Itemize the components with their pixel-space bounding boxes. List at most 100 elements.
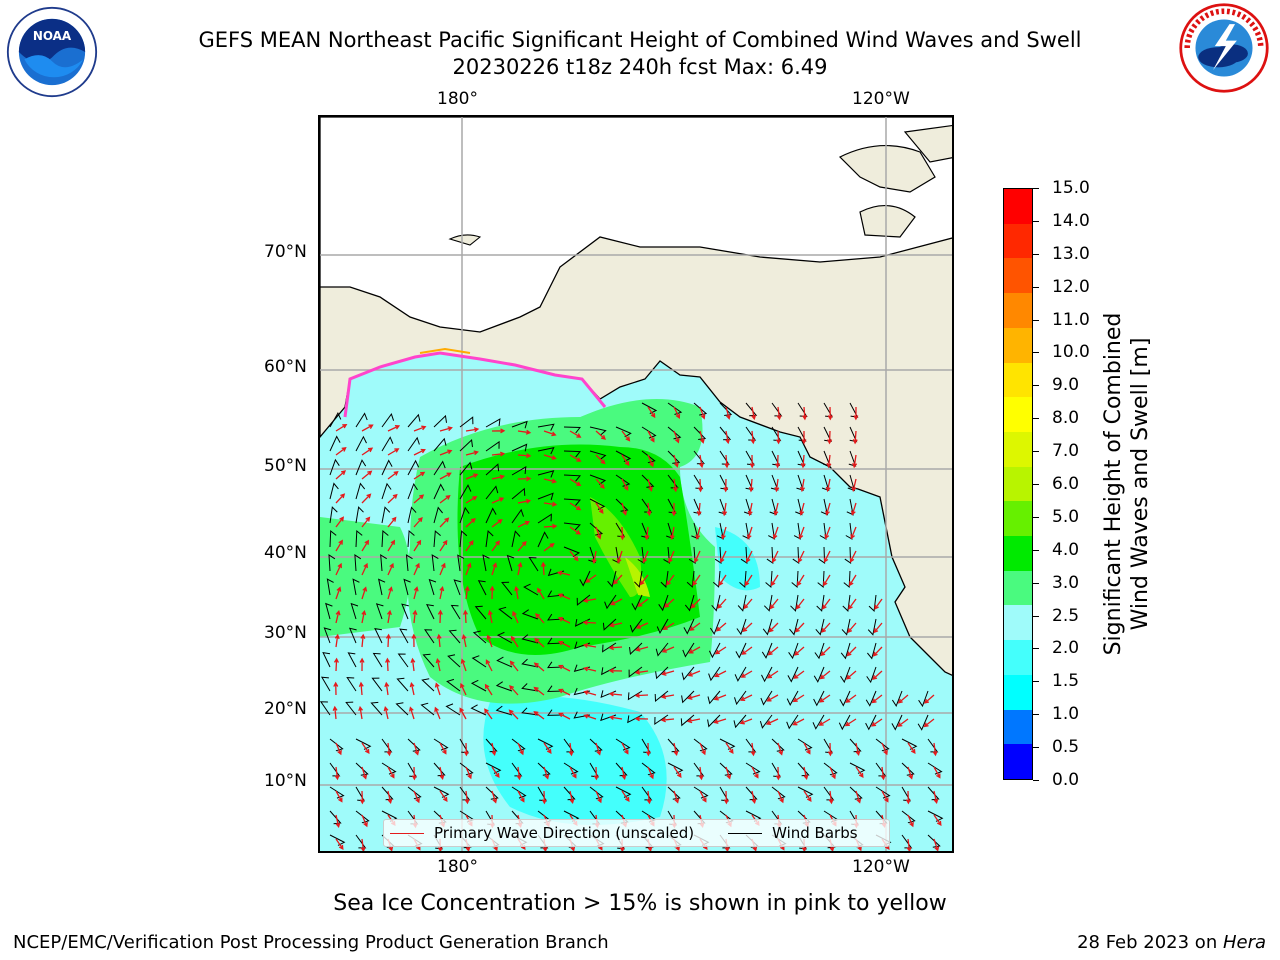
wave-arrow bbox=[635, 622, 649, 629]
wave-arrow bbox=[765, 718, 779, 725]
colorbar-tick-label: 2.5 bbox=[1052, 605, 1080, 626]
wind-barb bbox=[576, 594, 591, 606]
wave-arrow bbox=[465, 766, 472, 780]
colorbar-tick-label: 4.0 bbox=[1052, 539, 1080, 560]
wave-arrow bbox=[673, 406, 681, 420]
wave-arrow bbox=[771, 550, 779, 564]
wind-barb bbox=[433, 506, 443, 524]
wave-arrow bbox=[750, 742, 756, 757]
colorbar-tick-mark bbox=[1033, 648, 1039, 650]
wave-arrow bbox=[509, 684, 519, 696]
wind-barb bbox=[667, 426, 682, 440]
wave-arrow bbox=[848, 598, 857, 610]
lat-label-70n: 70°N bbox=[264, 242, 307, 262]
wave-arrow bbox=[852, 454, 858, 469]
colorbar-segment bbox=[1004, 570, 1032, 606]
wave-arrow bbox=[725, 742, 734, 755]
footer-date-text: 28 Feb 2023 on bbox=[1077, 932, 1223, 953]
wind-barb bbox=[405, 554, 413, 572]
wave-arrow bbox=[795, 598, 805, 610]
wave-arrow bbox=[688, 646, 701, 654]
wave-arrow bbox=[852, 430, 858, 445]
wave-arrow bbox=[484, 683, 493, 696]
wave-arrow bbox=[533, 686, 545, 696]
wind-barb bbox=[407, 413, 421, 428]
wave-arrow bbox=[907, 766, 914, 780]
wind-barb bbox=[355, 762, 369, 776]
wind-barb bbox=[459, 484, 472, 500]
wind-barb bbox=[589, 738, 603, 752]
wind-barb bbox=[680, 714, 695, 727]
colorbar-tick-mark bbox=[1033, 286, 1039, 288]
wind-barb bbox=[629, 618, 643, 633]
wave-arrow bbox=[906, 838, 912, 851]
wind-barb bbox=[789, 618, 799, 636]
wave-arrow bbox=[585, 574, 597, 583]
wind-barb bbox=[849, 738, 862, 753]
wave-arrow bbox=[591, 550, 597, 565]
wind-barb bbox=[793, 522, 801, 540]
wave-arrow bbox=[489, 585, 495, 600]
wave-arrow bbox=[803, 766, 809, 781]
wind-barb bbox=[688, 546, 696, 564]
wind-barb bbox=[615, 426, 632, 438]
wave-arrow bbox=[413, 562, 420, 576]
wind-barb bbox=[813, 666, 825, 683]
wave-arrow bbox=[613, 574, 623, 585]
wave-arrow bbox=[621, 430, 631, 442]
wave-arrow bbox=[439, 539, 448, 552]
chart-subtitle: 20230226 t18z 240h fcst Max: 6.49 bbox=[452, 55, 828, 79]
wave-arrow bbox=[845, 670, 857, 680]
wave-arrow bbox=[767, 646, 779, 656]
wind-barb bbox=[589, 426, 607, 436]
wave-arrow bbox=[593, 766, 599, 781]
wave-arrow bbox=[775, 766, 781, 781]
wave-arrow bbox=[610, 598, 623, 606]
wave-arrow bbox=[851, 478, 857, 493]
wave-arrow bbox=[687, 694, 701, 700]
wind-barb bbox=[734, 690, 747, 706]
wave-arrow bbox=[517, 520, 531, 528]
wind-barb bbox=[615, 762, 628, 777]
wind-barb bbox=[602, 618, 617, 631]
wind-barb bbox=[817, 570, 825, 589]
colorbar-segment bbox=[1004, 674, 1032, 710]
wave-arrow bbox=[933, 790, 939, 805]
wave-arrow bbox=[517, 742, 524, 756]
wave-arrow bbox=[690, 598, 701, 609]
wave-arrow bbox=[822, 574, 831, 587]
wind-barb bbox=[537, 762, 551, 776]
wave-arrow bbox=[583, 690, 597, 696]
wind-barb bbox=[739, 570, 747, 589]
wind-barb bbox=[634, 570, 643, 588]
wind-barb bbox=[602, 642, 617, 653]
wind-barb bbox=[745, 402, 758, 417]
wave-arrow bbox=[740, 670, 753, 678]
lat-label-40n: 40°N bbox=[264, 543, 307, 563]
colorbar-tick-label: 13.0 bbox=[1052, 243, 1090, 264]
wave-arrow bbox=[361, 424, 374, 432]
wave-arrow bbox=[699, 406, 706, 420]
wind-barb bbox=[684, 594, 695, 612]
wave-arrow bbox=[595, 526, 602, 540]
wind-barb bbox=[329, 810, 342, 825]
wave-arrow bbox=[746, 526, 753, 540]
wave-arrow bbox=[880, 766, 886, 781]
wave-arrow bbox=[718, 574, 727, 587]
wave-arrow bbox=[595, 478, 605, 490]
wind-barb bbox=[547, 637, 565, 645]
wave-arrow bbox=[358, 705, 364, 720]
colorbar-segment bbox=[1004, 466, 1032, 502]
wind-barb bbox=[667, 786, 681, 800]
wave-arrow bbox=[699, 790, 707, 803]
wave-arrow bbox=[616, 550, 623, 564]
wave-arrow bbox=[361, 470, 373, 480]
wind-barb bbox=[453, 579, 462, 596]
colorbar-tick-label: 5.0 bbox=[1052, 506, 1080, 527]
wave-arrow bbox=[766, 694, 779, 702]
wind-barb bbox=[397, 653, 409, 668]
wind-barb bbox=[355, 435, 367, 452]
wind-barb bbox=[424, 629, 435, 644]
wind-barb bbox=[786, 714, 799, 730]
wave-arrow bbox=[335, 838, 344, 851]
